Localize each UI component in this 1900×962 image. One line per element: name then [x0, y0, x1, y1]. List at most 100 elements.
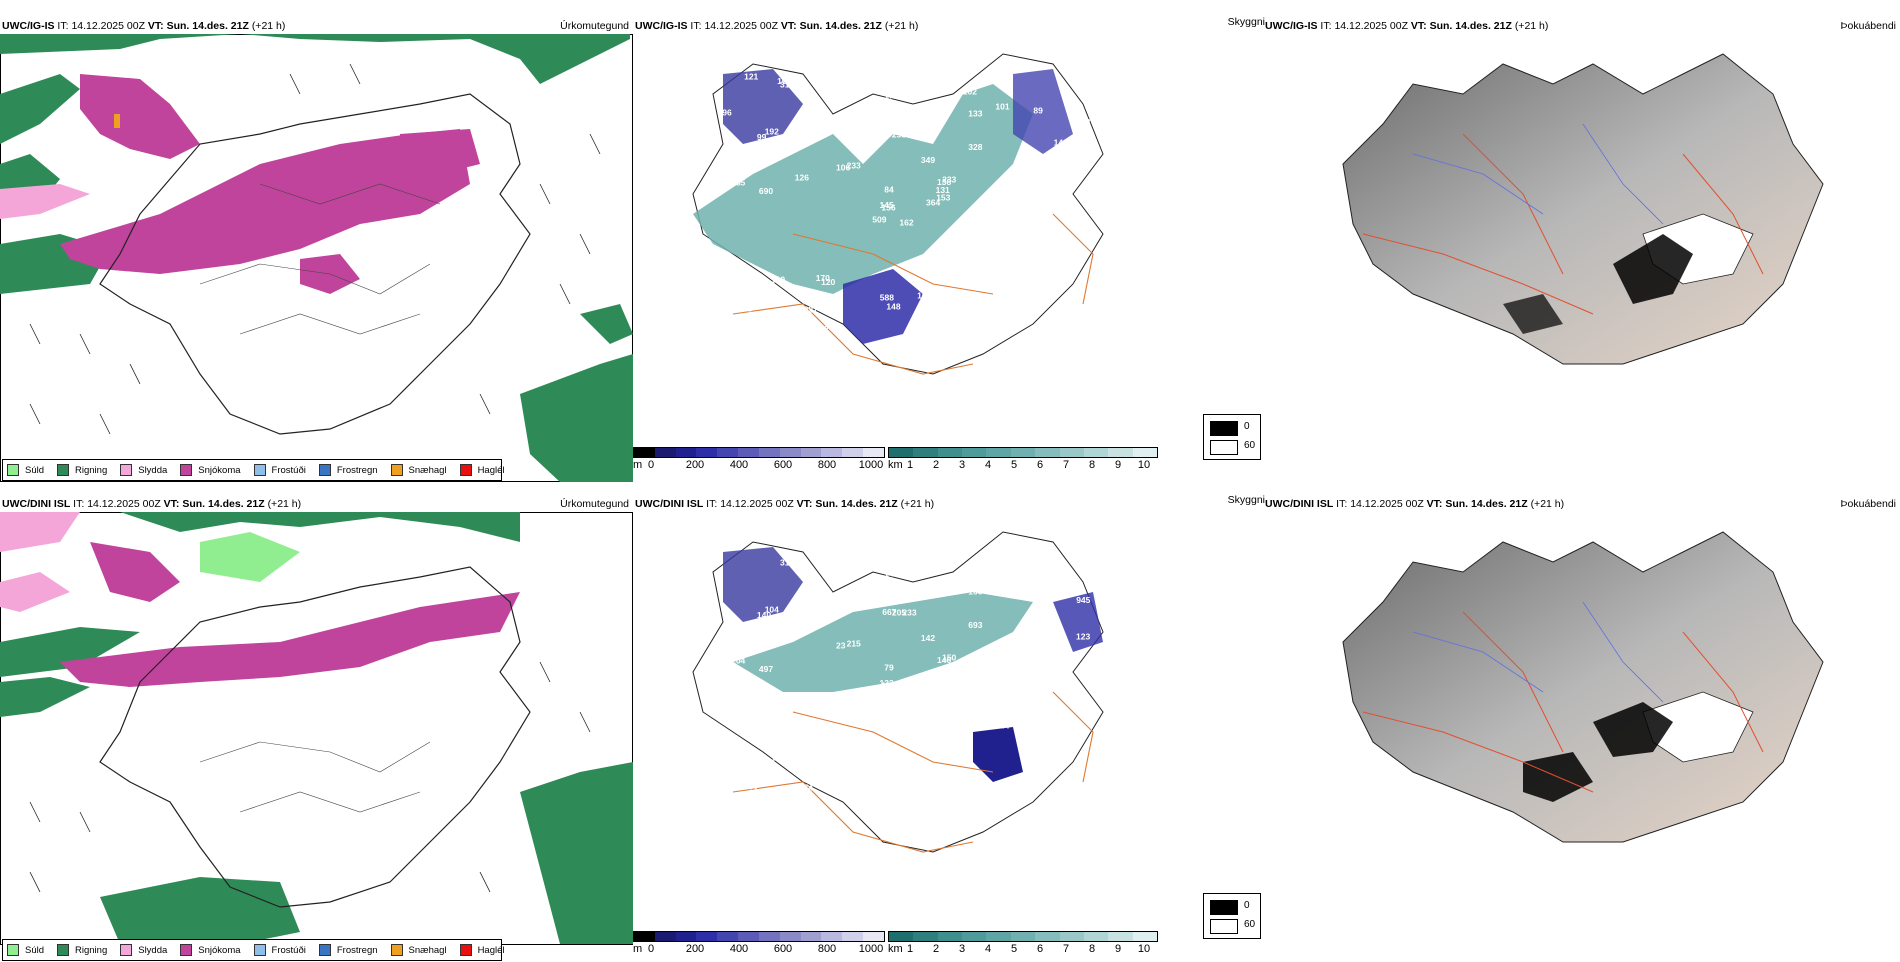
cloud-base-label: 588 — [880, 292, 894, 302]
colorbar-swatch — [1108, 448, 1133, 457]
cloud-base-label: 389 — [1065, 298, 1079, 308]
colorbar-swatch — [779, 448, 801, 457]
rain-area — [0, 34, 630, 84]
colorbar-tick-label: 400 — [729, 459, 749, 471]
colorbar-swatch — [842, 448, 864, 457]
cloud-base-label: 102 — [963, 87, 977, 97]
cloud-base-label: 96 — [722, 108, 732, 118]
colorbar-strip — [888, 447, 1158, 458]
colorbar-swatch — [889, 448, 914, 457]
legend-swatch — [390, 464, 403, 476]
it-label: IT: — [1336, 498, 1348, 510]
colorbar-unit: km — [888, 459, 903, 471]
cloud-base-label: 79 — [902, 130, 912, 140]
colorbar-swatch — [821, 932, 843, 941]
colorbar-swatch — [634, 932, 655, 941]
model-name: UWC/IG-IS — [2, 20, 55, 32]
colorbar-tick-label: 1000 — [858, 459, 884, 471]
cloud-base-label: 144 — [743, 781, 757, 791]
vt-value: Sun. 14.des. 21Z — [1445, 498, 1528, 510]
legend-item: Súld — [7, 464, 44, 476]
colorbar-swatch — [738, 448, 759, 457]
it-label: IT: — [73, 498, 85, 510]
cloud-base-label: 192 — [765, 126, 779, 136]
panel-title: UWC/DINI ISL IT: 14.12.2025 00Z VT: Sun.… — [635, 498, 934, 510]
fog-legend: 0 60 — [1203, 414, 1261, 460]
cloud-top-colorbar: km 1 2 3 4 5 6 7 8 9 10 — [888, 931, 1158, 961]
cloud-base-label: 134 — [743, 794, 757, 804]
contour-lines — [199, 183, 441, 335]
colorbar-swatch — [654, 932, 676, 941]
cloud-base-label: 145 — [880, 200, 894, 210]
it-label: IT: — [57, 20, 69, 32]
cloud-base-area — [723, 547, 803, 622]
cloud-base-label: 142 — [1054, 137, 1068, 147]
road-network — [732, 691, 1094, 853]
colorbar-strip — [888, 931, 1158, 942]
vt-label: VT: — [163, 498, 180, 510]
legend-swatch — [1210, 919, 1238, 934]
ptype-panel-bottom: UWC/DINI ISL IT: 14.12.2025 00Z VT: Sun.… — [0, 492, 633, 961]
colorbar-swatch — [937, 932, 963, 941]
legend-swatch — [57, 944, 70, 956]
colorbar-tick-label: 7 — [1062, 943, 1070, 955]
cloud-panel-bottom: UWC/DINI ISL IT: 14.12.2025 00Z VT: Sun.… — [633, 492, 1265, 955]
vt-label: VT: — [796, 498, 813, 510]
it-value: 14.12.2025 00Z — [1334, 20, 1408, 32]
legend-item: Snæhagl — [390, 464, 447, 476]
cloud-base-label: 140 — [757, 610, 771, 620]
legend-item: Snjókoma — [180, 944, 241, 956]
fog-panel-top: UWC/IG-IS IT: 14.12.2025 00Z VT: Sun. 14… — [1263, 14, 1900, 469]
colorbar-swatch — [696, 932, 718, 941]
cloud-base-label: 296 — [926, 676, 940, 686]
cloud-base-label: 104 — [765, 604, 779, 614]
colorbar-tick-label: 9 — [1114, 943, 1122, 955]
cloud-base-label: 227 — [804, 305, 818, 315]
colorbar-tick-label: 10 — [1137, 943, 1151, 955]
colorbar-swatch — [962, 448, 987, 457]
cloud-base-label: 311 — [780, 558, 794, 568]
snow-area — [90, 542, 180, 602]
cloud-base-area — [1053, 592, 1103, 652]
cloud-base-label: 99 — [757, 132, 767, 142]
vt-value: Sun. 14.des. 21Z — [799, 20, 882, 32]
cloud-base-area — [973, 727, 1023, 782]
cloud-base-label: 888 — [1076, 117, 1090, 127]
cloud-base-label: 204 — [731, 655, 745, 665]
model-name: UWC/DINI ISL — [635, 498, 704, 510]
colorbar-tick-label: 4 — [984, 943, 992, 955]
cloud-base-label: 153 — [899, 695, 913, 705]
ptype-legend: Súld Rigning Slydda Snjókoma Frostúði Fr… — [2, 939, 505, 961]
fog-panel-bottom: UWC/DINI ISL IT: 14.12.2025 00Z VT: Sun.… — [1263, 492, 1900, 947]
cloud-base-label: 161 — [813, 608, 827, 618]
cloud-base-label: 148 — [884, 568, 898, 578]
cloud-base-label: 96 — [995, 580, 1005, 590]
cloud-base-label: 23 — [836, 641, 846, 651]
legend-item: Slydda — [120, 944, 167, 956]
vt-value: Sun. 14.des. 21Z — [166, 20, 249, 32]
cloud-base-label: 166 — [968, 587, 982, 597]
colorbar-tick-label: 9 — [1114, 459, 1122, 471]
cloud-base-label: 105 — [917, 290, 931, 300]
fog-field — [1342, 53, 1824, 365]
cloud-base-label: 559 — [974, 265, 988, 275]
dense-fog-area — [1503, 294, 1563, 334]
colorbar-swatch — [800, 932, 822, 941]
cloud-base-label: 535 — [731, 177, 745, 187]
legend-swatch — [57, 464, 70, 476]
lead-time: (+21 h) — [884, 20, 919, 32]
cloud-base-label: 116 — [813, 130, 827, 140]
cloud-base-label: 84 — [884, 185, 894, 195]
sleet-area — [0, 512, 80, 552]
drizzle-area — [200, 532, 300, 582]
panel-corner-label: Þokuábendi — [1840, 498, 1896, 510]
cloud-base-label: 110 — [771, 275, 785, 285]
cloud-base-label: 133 — [968, 109, 982, 119]
cloud-base-label: 156 — [881, 203, 895, 213]
rain-area — [100, 877, 300, 944]
vt-label: VT: — [147, 20, 164, 32]
panel-corner-label: Þokuábendi — [1840, 20, 1896, 32]
legend-swatch — [7, 464, 19, 476]
model-name: UWC/DINI ISL — [2, 498, 71, 510]
legend-swatch — [390, 944, 403, 956]
